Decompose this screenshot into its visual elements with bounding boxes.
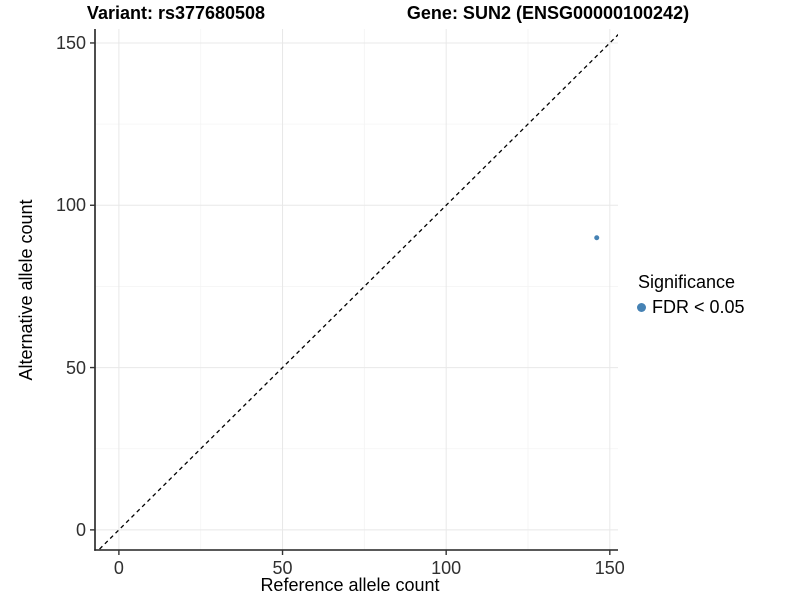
gene-title: Gene: SUN2 (ENSG00000100242)	[406, 3, 690, 23]
data-point	[594, 235, 600, 241]
y-axis-label: Alternative allele count	[16, 199, 37, 381]
y-tick-label: 50	[65, 357, 86, 378]
legend-item: FDR < 0.05	[637, 296, 745, 318]
x-tick-label: 100	[431, 558, 462, 578]
variant-title: Variant: rs377680508	[86, 3, 266, 23]
legend-key-dot	[637, 303, 646, 313]
identity-line	[97, 33, 618, 550]
y-tick-label: 100	[55, 195, 86, 216]
x-axis-label: Reference allele count	[260, 575, 440, 595]
x-tick-label: 50	[272, 558, 293, 578]
legend-title: Significance	[638, 272, 736, 292]
legend: Significance FDR < 0.05	[637, 272, 745, 317]
y-tick-label: 150	[55, 32, 86, 53]
legend-item-label: FDR < 0.05	[652, 296, 745, 317]
x-tick-label: 150	[594, 558, 625, 578]
y-tick-label: 0	[75, 519, 86, 540]
x-tick-label: 0	[113, 558, 124, 578]
